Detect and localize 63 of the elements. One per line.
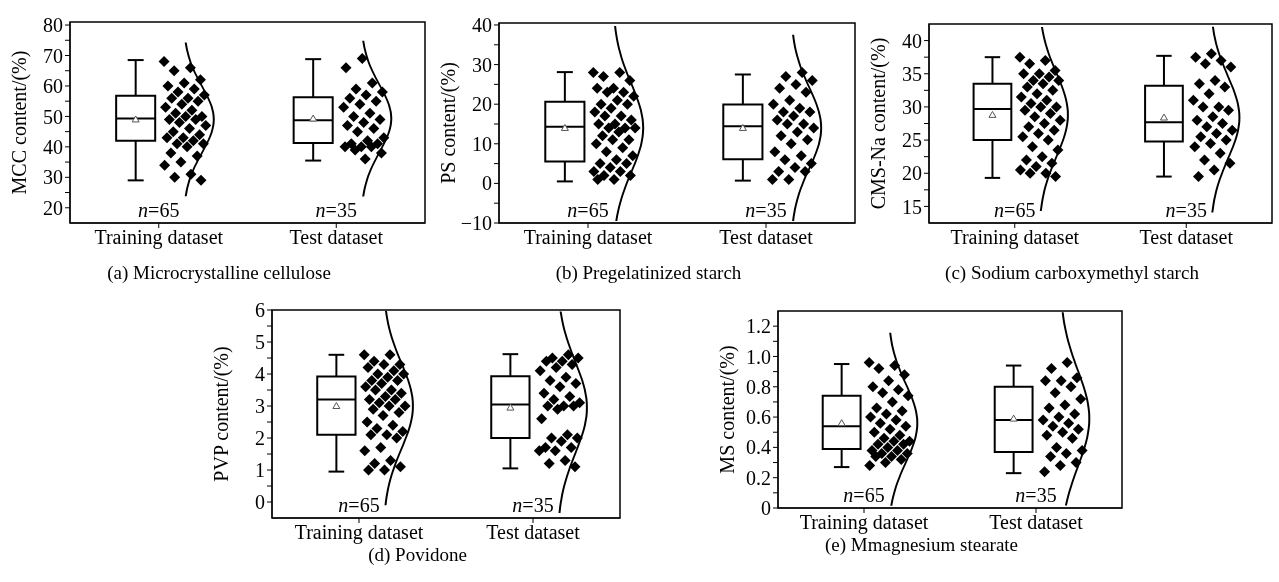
- y-tick-label: 20: [43, 196, 63, 219]
- y-tick-label: 40: [902, 29, 922, 52]
- y-tick-label: 40: [43, 135, 63, 158]
- y-tick-label: 5: [255, 331, 265, 354]
- y-axis-title: MS content/(%): [716, 345, 739, 474]
- text: (d) Povidone: [367, 544, 468, 566]
- y-tick-label: 20: [472, 93, 492, 116]
- y-tick-label: 1.2: [746, 315, 771, 338]
- x-tick-label: Test dataset: [719, 226, 814, 249]
- y-axis-title: MCC content/(%): [8, 50, 31, 195]
- text: (e) Mmagnesium stearate: [823, 534, 1020, 556]
- y-tick-label: 25: [902, 129, 922, 152]
- y-tick-label: 6: [255, 299, 265, 322]
- y-tick-label: −10: [460, 212, 492, 235]
- y-tick-label: 2: [255, 427, 265, 450]
- x-tick-label: Training dataset: [799, 511, 929, 535]
- text: (b) Pregelatinized starch: [554, 262, 743, 284]
- x-tick-label: Training dataset: [94, 226, 224, 250]
- y-tick-label: 0: [255, 491, 265, 514]
- x-tick-label: Test dataset: [289, 226, 384, 249]
- text: (a) Microcrystalline cellulose: [106, 262, 332, 284]
- y-tick-label: 0: [482, 172, 492, 195]
- y-tick-label: 15: [902, 195, 922, 218]
- y-tick-label: 0.2: [746, 466, 771, 489]
- text: (c) Sodium carboxymethyl starch: [944, 262, 1200, 284]
- y-tick-label: 40: [472, 14, 492, 37]
- x-tick-label: Training dataset: [294, 521, 424, 545]
- annotation: n=65: [994, 199, 1036, 221]
- y-tick-label: 80: [43, 14, 63, 37]
- y-tick-label: 50: [43, 105, 63, 128]
- y-tick-label: 4: [255, 363, 265, 386]
- y-tick-label: 30: [902, 96, 922, 119]
- annotation: n=65: [338, 494, 380, 516]
- y-tick-label: 0.4: [746, 436, 771, 459]
- annotation: n=35: [745, 199, 787, 221]
- y-tick-label: 1: [255, 459, 265, 482]
- annotation: n=65: [138, 199, 180, 221]
- y-tick-label: 0: [761, 497, 771, 520]
- y-tick-label: 60: [43, 75, 63, 98]
- y-axis-title: PVP content/(%): [210, 346, 233, 482]
- y-axis-title: PS content/(%): [437, 62, 460, 184]
- x-tick-label: Training dataset: [523, 226, 653, 250]
- annotation: n=35: [512, 494, 554, 516]
- x-tick-label: Training dataset: [950, 226, 1080, 250]
- y-tick-label: 10: [472, 132, 492, 155]
- y-tick-label: 1.0: [746, 345, 771, 368]
- annotation: n=35: [315, 199, 357, 221]
- y-tick-label: 35: [902, 62, 922, 85]
- annotation: n=35: [1165, 199, 1207, 221]
- y-tick-label: 30: [43, 166, 63, 189]
- annotation: n=65: [567, 199, 609, 221]
- x-tick-label: Test dataset: [486, 521, 581, 544]
- y-tick-label: 3: [255, 395, 265, 418]
- x-tick-label: Test dataset: [989, 511, 1084, 534]
- annotation: n=35: [1015, 484, 1057, 506]
- y-tick-label: 70: [43, 44, 63, 67]
- y-axis-title: CMS-Na content/(%): [867, 37, 890, 210]
- y-tick-label: 30: [472, 53, 492, 76]
- x-tick-label: Test dataset: [1139, 226, 1234, 249]
- annotation: n=65: [843, 484, 885, 506]
- y-tick-label: 20: [902, 162, 922, 185]
- y-tick-label: 0.8: [746, 375, 771, 398]
- y-tick-label: 0.6: [746, 406, 771, 429]
